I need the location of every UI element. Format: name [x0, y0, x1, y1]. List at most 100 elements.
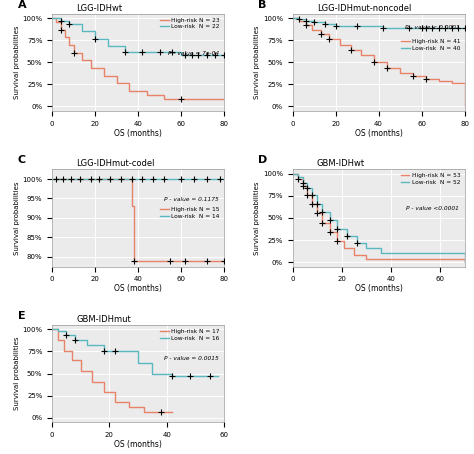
Point — [169, 48, 176, 55]
Legend: High-risk N = 17, Low-risk  N = 16: High-risk N = 17, Low-risk N = 16 — [159, 328, 221, 342]
Point — [211, 52, 219, 59]
Point — [319, 220, 326, 227]
Point — [371, 59, 378, 66]
Point — [454, 24, 462, 31]
Text: LGG-IDHwt: LGG-IDHwt — [76, 4, 122, 13]
Point — [206, 373, 213, 380]
Point — [130, 257, 137, 264]
Text: P - value = 0.1175: P - value = 0.1175 — [164, 197, 219, 202]
Point — [321, 20, 328, 28]
Point — [100, 347, 108, 354]
Point — [182, 257, 189, 264]
Y-axis label: Survival probabilities: Survival probabilities — [14, 25, 19, 99]
Point — [353, 239, 360, 247]
Point — [68, 175, 75, 183]
Text: P - value <0.0001: P - value <0.0001 — [407, 206, 459, 211]
X-axis label: OS (months): OS (months) — [355, 284, 402, 293]
X-axis label: OS (months): OS (months) — [114, 284, 162, 293]
Legend: High-risk N = 15, Low-risk  N = 14: High-risk N = 15, Low-risk N = 14 — [159, 206, 221, 220]
Point — [182, 52, 189, 59]
Point — [294, 175, 301, 183]
Text: P - value = 7e-04: P - value = 7e-04 — [168, 50, 219, 55]
Y-axis label: Survival probabilities: Survival probabilities — [14, 181, 19, 255]
Point — [326, 216, 333, 223]
Point — [405, 24, 412, 31]
Point — [302, 17, 310, 25]
Legend: High-risk N = 53, Low-risk  N = 52: High-risk N = 53, Low-risk N = 52 — [400, 172, 462, 186]
X-axis label: OS (months): OS (months) — [114, 440, 162, 449]
Point — [422, 24, 429, 31]
Point — [220, 52, 228, 59]
Point — [441, 24, 449, 31]
Text: C: C — [18, 155, 26, 165]
Point — [448, 24, 456, 31]
Point — [309, 200, 316, 207]
Point — [302, 21, 310, 29]
Point — [409, 72, 417, 79]
Y-axis label: Survival probabilities: Survival probabilities — [254, 25, 260, 99]
Point — [188, 52, 196, 59]
Point — [461, 24, 468, 31]
Text: A: A — [18, 0, 27, 10]
Point — [65, 20, 73, 28]
Point — [203, 52, 210, 59]
Point — [347, 46, 355, 54]
Point — [317, 30, 324, 38]
Text: E: E — [18, 311, 26, 321]
Point — [166, 257, 174, 264]
Point — [333, 225, 341, 232]
Point — [220, 257, 228, 264]
Point — [428, 24, 436, 31]
X-axis label: OS (months): OS (months) — [114, 129, 162, 138]
Point — [435, 24, 443, 31]
Point — [149, 175, 157, 183]
Point — [313, 200, 321, 207]
Point — [299, 179, 306, 186]
Point — [295, 15, 303, 23]
Point — [299, 183, 306, 190]
Point — [216, 175, 223, 183]
Text: LGG-IDHmut-codel: LGG-IDHmut-codel — [76, 159, 155, 168]
Point — [319, 208, 326, 215]
Point — [76, 175, 84, 183]
Point — [310, 19, 318, 26]
Point — [326, 35, 333, 43]
Point — [177, 175, 185, 183]
Point — [304, 191, 311, 198]
Text: D: D — [258, 155, 268, 165]
Text: LGG-IDHmut-noncodel: LGG-IDHmut-noncodel — [317, 4, 411, 13]
Point — [59, 175, 67, 183]
Point — [169, 373, 176, 380]
Point — [186, 373, 193, 380]
Point — [57, 17, 64, 25]
Point — [71, 336, 79, 344]
Point — [70, 49, 77, 56]
Point — [160, 175, 168, 183]
Legend: High-risk N = 23, Low-risk  N = 22: High-risk N = 23, Low-risk N = 22 — [159, 16, 221, 30]
Point — [157, 409, 165, 416]
Point — [379, 24, 387, 31]
Text: P - value = 0.0015: P - value = 0.0015 — [164, 356, 219, 361]
Point — [194, 52, 202, 59]
Point — [87, 175, 95, 183]
Point — [53, 175, 60, 183]
Y-axis label: Survival probabilities: Survival probabilities — [14, 337, 19, 410]
Point — [353, 22, 361, 30]
Point — [128, 175, 136, 183]
Text: GBM-IDHwt: GBM-IDHwt — [317, 159, 365, 168]
Point — [121, 48, 129, 55]
Text: GBM-IDHmut: GBM-IDHmut — [76, 315, 131, 324]
Point — [313, 210, 321, 217]
Point — [138, 175, 146, 183]
Y-axis label: Survival probabilities: Survival probabilities — [254, 181, 260, 255]
Point — [383, 64, 391, 71]
X-axis label: OS (months): OS (months) — [355, 129, 402, 138]
Point — [418, 24, 425, 31]
Point — [326, 228, 333, 236]
Point — [333, 237, 341, 245]
Point — [117, 175, 125, 183]
Legend: High-risk N = 41, Low-risk  N = 40: High-risk N = 41, Low-risk N = 40 — [400, 38, 462, 52]
Point — [91, 35, 99, 43]
Point — [106, 175, 114, 183]
Text: B: B — [258, 0, 267, 10]
